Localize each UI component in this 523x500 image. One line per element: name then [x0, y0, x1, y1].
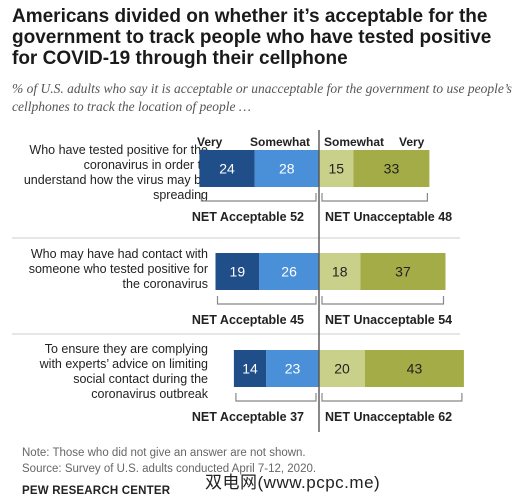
label-somewhat-acceptable: 28: [279, 161, 295, 177]
row-label-had-contact: Who may have had contact with someone wh…: [28, 247, 208, 291]
chart-subtitle: % of U.S. adults who say it is acceptabl…: [12, 81, 512, 114]
bar-somewhat-unacceptable: [319, 150, 354, 187]
diverging-bar-chart: Very Somewhat Somewhat Very 28 24 15 33 NET Acce…: [12, 130, 464, 432]
label-somewhat-unacceptable: 15: [328, 161, 344, 177]
bar-somewhat-unacceptable: [319, 253, 361, 290]
bar-somewhat-acceptable: [259, 253, 319, 290]
label-very-acceptable: 19: [230, 264, 246, 280]
net-acceptable-label: NET Acceptable 52: [192, 210, 304, 224]
label-somewhat-unacceptable: 20: [334, 361, 350, 377]
net-acceptable-label: NET Acceptable 45: [192, 313, 304, 327]
net-unacceptable-label: NET Unacceptable 54: [325, 313, 452, 327]
header-very-acceptable: Very: [197, 135, 223, 149]
label-somewhat-unacceptable: 18: [332, 264, 348, 280]
net-acceptable-bracket: [235, 393, 317, 402]
label-very-unacceptable: 43: [407, 361, 423, 377]
label-very-unacceptable: 33: [384, 161, 400, 177]
header-somewhat-unacceptable: Somewhat: [324, 135, 384, 149]
bar-very-acceptable: [199, 150, 255, 187]
row-label-complying: To ensure they are complying with expert…: [39, 342, 208, 401]
bar-very-acceptable: [215, 253, 260, 290]
chart-title: Americans divided on whether it’s accept…: [12, 6, 492, 69]
bar-very-unacceptable: [353, 150, 430, 187]
org-label: PEW RESEARCH CENTER: [22, 485, 171, 497]
net-unacceptable-bracket: [321, 393, 463, 402]
net-unacceptable-label: NET Unacceptable 62: [325, 410, 452, 424]
bar-very-unacceptable: [360, 253, 446, 290]
bar-very-unacceptable: [365, 350, 464, 387]
label-very-acceptable: 14: [242, 361, 258, 377]
header-somewhat-acceptable: Somewhat: [250, 135, 310, 149]
net-unacceptable-label: NET Unacceptable 48: [325, 210, 452, 224]
net-acceptable-bracket: [216, 296, 317, 305]
note-text: Note: Those who did not give an answer a…: [22, 447, 306, 459]
label-somewhat-acceptable: 23: [285, 361, 301, 377]
bar-somewhat-acceptable: [266, 350, 319, 387]
net-unacceptable-bracket: [321, 193, 428, 202]
net-unacceptable-bracket: [321, 296, 445, 305]
bar-somewhat-unacceptable: [319, 350, 365, 387]
bar-somewhat-acceptable: [254, 150, 319, 187]
header-very-unacceptable: Very: [399, 135, 425, 149]
net-acceptable-label: NET Acceptable 37: [192, 410, 304, 424]
source-text: Source: Survey of U.S. adults conducted …: [22, 463, 317, 475]
label-somewhat-acceptable: 26: [281, 264, 297, 280]
row-label-tested-positive: Who have tested positive for the coronav…: [23, 143, 208, 202]
net-acceptable-bracket: [200, 193, 317, 202]
bar-very-acceptable: [233, 350, 267, 387]
label-very-acceptable: 24: [219, 161, 235, 177]
watermark-text: 双电网(www.pcpc.me): [205, 473, 381, 492]
label-very-unacceptable: 37: [395, 264, 411, 280]
